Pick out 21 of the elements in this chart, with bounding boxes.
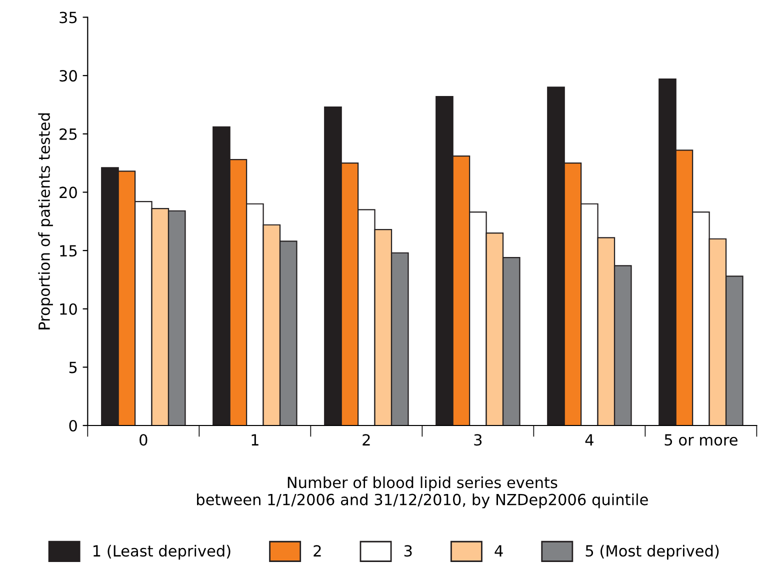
y-tick-label: 0 <box>69 420 77 432</box>
legend-label: 1 (Least deprived) <box>94 544 230 560</box>
y-tick-label: 35 <box>60 12 77 24</box>
legend-label: 2 <box>314 545 321 556</box>
y-tick-label: 10 <box>60 303 77 315</box>
y-tick-label: 15 <box>60 245 77 257</box>
legend-label: 3 <box>404 545 412 557</box>
y-tick-label: 25 <box>60 128 77 140</box>
y-tick-label: 20 <box>60 186 77 198</box>
x-tick-label: 0 <box>140 434 148 446</box>
legend-label: 5 (Most deprived) <box>586 544 719 560</box>
x-tick-label: 1 <box>252 434 258 446</box>
x-tick-label: 2 <box>362 434 370 446</box>
y-tick-label: 30 <box>60 70 77 82</box>
x-axis-title: Number of blood lipid series events between 1/1/2006 and 31/12/2010, by NZDep2006 quintile <box>197 476 648 508</box>
y-tick-label: 5 <box>69 362 77 374</box>
legend-label: 4 <box>494 545 503 556</box>
x-tick-label: 4 <box>585 434 594 446</box>
x-tick-label: 5 or more <box>664 434 738 446</box>
x-tick-label: 3 <box>474 434 482 446</box>
y-axis-title: Proportion of patients tested <box>38 113 53 330</box>
